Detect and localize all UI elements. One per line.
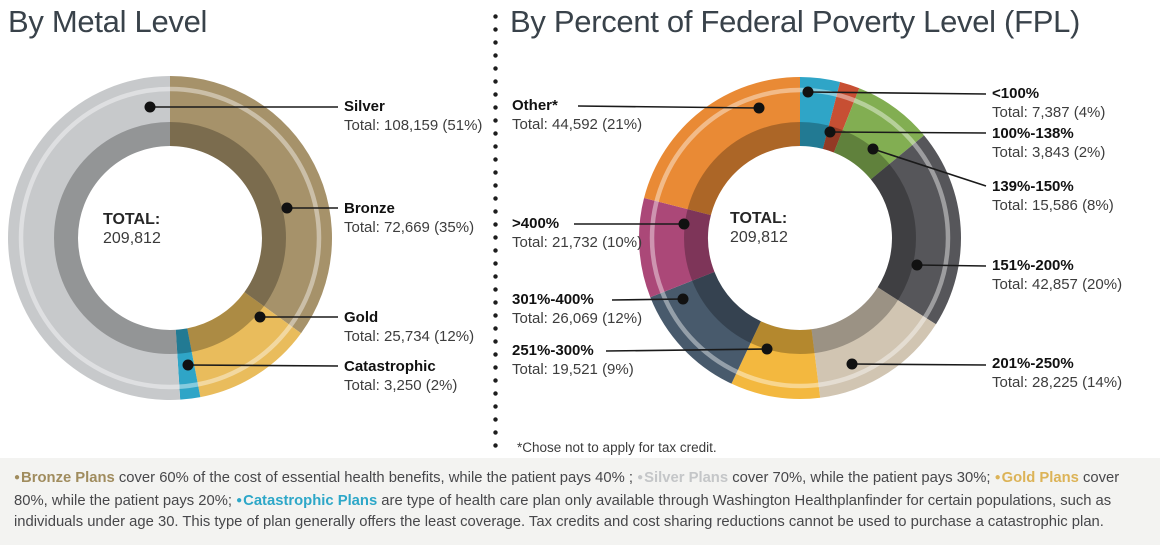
footer-text-segment: cover 60% of the cost of essential healt…	[114, 470, 638, 486]
leader-line-100-138	[829, 131, 987, 134]
plan-definitions-footer: ●Bronze Plans cover 60% of the cost of e…	[0, 458, 1160, 545]
segment-label-bronze: Bronze Total: 72,669 (35%)	[344, 199, 474, 237]
gold-plans-label: Gold Plans	[1001, 470, 1079, 486]
leader-dot-catastrophic	[182, 359, 194, 371]
total-value: 209,812	[730, 229, 788, 246]
segment-total: Total: 15,586 (8%)	[992, 197, 1114, 214]
segment-name: 151%-200%	[992, 257, 1074, 274]
segment-total: Total: 25,734 (12%)	[344, 328, 475, 345]
leader-line-other	[577, 105, 760, 109]
leader-dot-other	[753, 102, 765, 114]
segment-total: Total: 108,159 (51%)	[344, 117, 483, 134]
segment-name: 100%-138%	[992, 125, 1074, 142]
leader-line-100	[807, 91, 987, 95]
segment-label-silver: Silver Total: 108,159 (51%)	[344, 97, 482, 135]
leader-line-catastrophic	[187, 364, 339, 367]
leader-dot-201-250	[846, 358, 858, 370]
segment-label-catastrophic: Catastrophic Total: 3,250 (2%)	[344, 357, 457, 395]
leader-line-139-150	[872, 148, 987, 187]
segment-name: 139%-150%	[992, 178, 1074, 195]
leader-dot-100-138	[824, 126, 836, 138]
segment-total: Total: 21,732 (10%)	[512, 234, 643, 251]
leader-dot-301-400	[677, 293, 689, 305]
leader-dot-251-300	[761, 343, 773, 355]
footer-text-segment: are type of health care plan only availa…	[14, 492, 1112, 531]
leader-dot-151-200	[911, 259, 923, 271]
segment-total: Total: 28,225 (14%)	[992, 374, 1123, 391]
segment-label-100-138: 100%-138% Total: 3,843 (2%)	[992, 124, 1105, 162]
segment-name: Bronze	[344, 200, 395, 217]
segment-name: 201%-250%	[992, 355, 1074, 372]
donut-segment-251-300	[731, 321, 821, 399]
segment-total: Total: 7,387 (4%)	[992, 104, 1106, 121]
segment-name: 301%-400%	[512, 291, 594, 308]
segment-total: Total: 72,669 (35%)	[344, 219, 475, 236]
segment-label-151-200: 151%-200% Total: 42,857 (20%)	[992, 256, 1122, 294]
leader-dot-139-150	[867, 143, 879, 155]
leader-dot-silver	[144, 101, 156, 113]
gold-plans-bullet-icon: ●	[994, 472, 1001, 483]
catastrophic-plans-bullet-icon: ●	[236, 494, 243, 506]
segment-label-gold: Gold Total: 25,734 (12%)	[344, 308, 474, 346]
leader-line-301-400	[611, 298, 684, 301]
donut-segment-201-250	[811, 287, 936, 398]
total-value: 209,812	[103, 230, 161, 247]
segment-name: 251%-300%	[512, 342, 594, 359]
bronze-plans-label: Bronze Plans	[21, 470, 115, 486]
leader-dot-100	[802, 86, 814, 98]
leader-line-201-250	[851, 363, 987, 366]
donut-highlight-ring	[649, 87, 951, 389]
donut-highlight-ring	[18, 86, 322, 390]
fpl-donut-center-total: TOTAL: 209,812	[730, 209, 788, 247]
segment-label-400: >400% Total: 21,732 (10%)	[512, 214, 642, 252]
footer-text-segment: cover 70%, while the patient pays 30%;	[728, 470, 995, 486]
bronze-plans-bullet-icon: ●	[14, 472, 21, 483]
silver-plans-label: Silver Plans	[644, 470, 729, 486]
segment-label-201-250: 201%-250% Total: 28,225 (14%)	[992, 354, 1122, 392]
total-label: TOTAL:	[103, 211, 161, 228]
segment-label-301-400: 301%-400% Total: 26,069 (12%)	[512, 290, 642, 328]
leader-dot-400	[678, 218, 690, 230]
donut-segment-400	[638, 197, 715, 298]
segment-label-other: Other* Total: 44,592 (21%)	[512, 96, 642, 134]
segment-name: Gold	[344, 309, 379, 326]
segment-label-100: <100% Total: 7,387 (4%)	[992, 84, 1105, 122]
donut-inner-shadow	[684, 122, 916, 354]
segment-total: Total: 44,592 (21%)	[512, 116, 643, 133]
plan-definitions-text: ●Bronze Plans cover 60% of the cost of e…	[14, 467, 1146, 534]
segment-name: <100%	[992, 85, 1040, 102]
page-title-metal-level: By Metal Level	[8, 4, 208, 39]
catastrophic-plans-label: Catastrophic Plans	[243, 492, 378, 509]
segment-total: Total: 42,857 (20%)	[992, 276, 1123, 293]
donut-segment-gold	[187, 292, 302, 398]
segment-label-251-300: 251%-300% Total: 19,521 (9%)	[512, 341, 634, 379]
leader-dot-gold	[254, 311, 266, 323]
silver-plans-bullet-icon: ●	[637, 472, 644, 483]
dotted-divider	[493, 10, 498, 452]
segment-label-139-150: 139%-150% Total: 15,586 (8%)	[992, 177, 1114, 215]
segment-total: Total: 26,069 (12%)	[512, 310, 643, 327]
segment-name: >400%	[512, 215, 560, 232]
page-title-fpl: By Percent of Federal Poverty Level (FPL…	[510, 4, 1081, 39]
segment-name: Silver	[344, 98, 385, 115]
donut-segment-139-150	[833, 88, 925, 180]
segment-name: Other*	[512, 97, 558, 114]
segment-name: Catastrophic	[344, 358, 436, 375]
segment-total: Total: 3,843 (2%)	[992, 144, 1106, 161]
footer-text-segment: cover 80%, while the patient pays 20%;	[14, 470, 1120, 509]
donut-inner-shadow	[54, 122, 286, 354]
leader-dot-bronze	[281, 202, 293, 214]
segment-total: Total: 19,521 (9%)	[512, 361, 634, 378]
donut-segment-bronze	[170, 76, 333, 334]
tax-credit-footnote: *Chose not to apply for tax credit.	[517, 440, 717, 455]
segment-total: Total: 3,250 (2%)	[344, 377, 458, 394]
donut-segment-151-200	[870, 135, 961, 325]
total-label: TOTAL:	[730, 210, 788, 227]
donut-segment-silver	[8, 75, 181, 400]
metal-donut-center-total: TOTAL: 209,812	[103, 210, 161, 248]
leader-line-251-300	[605, 348, 768, 352]
leader-line-151-200	[916, 264, 987, 267]
